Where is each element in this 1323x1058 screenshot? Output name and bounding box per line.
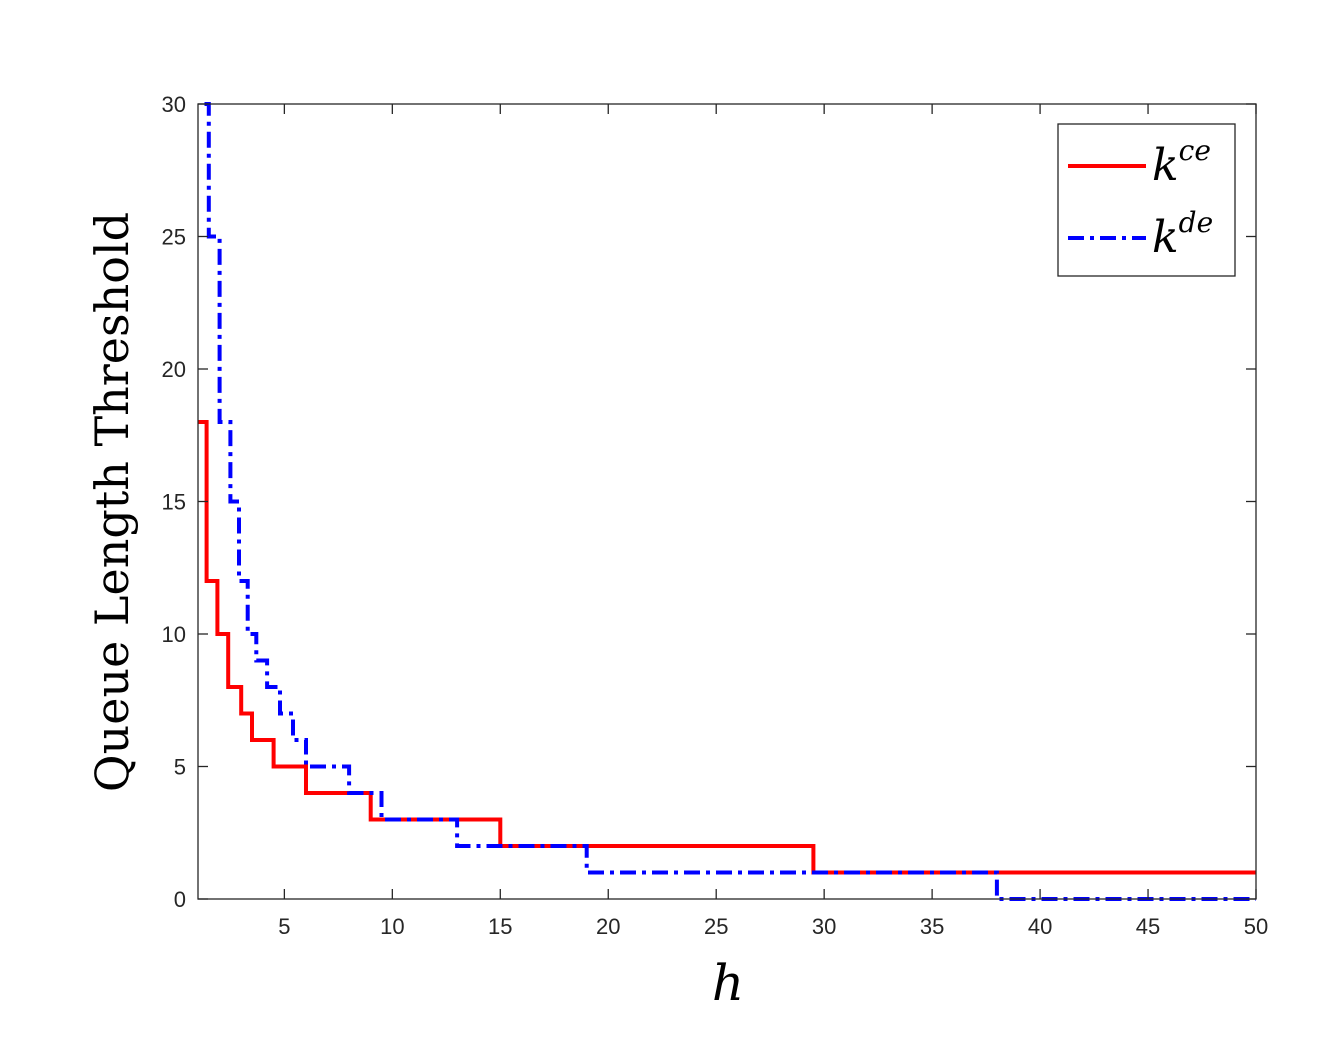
y-tick-label: 5 xyxy=(174,755,186,780)
series-layer xyxy=(198,102,1256,901)
legend-label-kde: kde xyxy=(1152,206,1213,263)
y-tick-label: 10 xyxy=(162,622,186,647)
x-tick-label: 30 xyxy=(812,914,836,939)
legend-label-kce: kce xyxy=(1152,134,1211,191)
x-tick-label: 10 xyxy=(380,914,404,939)
x-tick-label: 50 xyxy=(1244,914,1268,939)
y-tick-label: 30 xyxy=(162,92,186,117)
legend-label-kce-sup: ce xyxy=(1179,134,1211,167)
y-tick-label: 0 xyxy=(174,887,186,912)
x-tick-label: 20 xyxy=(596,914,620,939)
x-tick-label: 35 xyxy=(920,914,944,939)
x-tick-label: 5 xyxy=(278,914,290,939)
y-tick-label: 15 xyxy=(162,490,186,515)
y-tick-label: 25 xyxy=(162,225,186,250)
y-axis-title: Queue Length Threshold xyxy=(85,212,139,792)
legend-label-kde-base: k xyxy=(1152,212,1179,263)
legend-label-kce-base: k xyxy=(1152,140,1179,191)
series-line-kce xyxy=(198,420,1256,875)
legend-label-kde-sup: de xyxy=(1179,206,1214,239)
series-line-kde xyxy=(204,102,1256,901)
y-tick-label: 20 xyxy=(162,357,186,382)
legend-box xyxy=(1057,123,1236,277)
tick-layer: 5 10 15 20 25 30 35 40 45 50 0 5 10 15 20 25 30 xyxy=(162,92,1269,939)
x-axis-title: h xyxy=(712,954,744,1012)
x-tick-label: 45 xyxy=(1136,914,1160,939)
x-tick-label: 15 xyxy=(488,914,512,939)
x-tick-label: 40 xyxy=(1028,914,1052,939)
x-tick-label: 25 xyxy=(704,914,728,939)
legend: kce kde xyxy=(1057,123,1236,277)
